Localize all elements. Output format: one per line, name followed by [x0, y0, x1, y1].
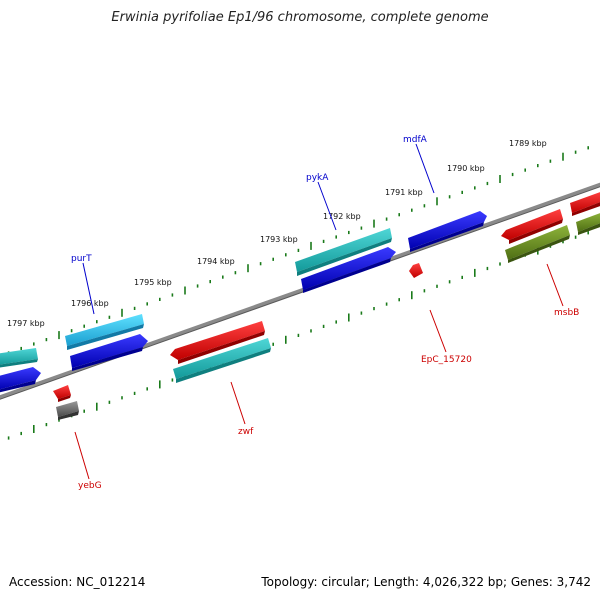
gene-label-mdfA[interactable]: mdfA [403, 135, 428, 145]
ruler-label: 1790 kbp [447, 164, 485, 173]
gene-feature-right-red-outer[interactable] [570, 191, 600, 216]
gene-feature-left-blue-inner[interactable] [0, 367, 41, 393]
gene-label-purT[interactable]: purT [71, 254, 92, 264]
zwf-leader [230, 381, 246, 425]
mdfA-leader [415, 143, 435, 194]
pykA-leader [317, 181, 337, 231]
ruler-label: 1796 kbp [71, 299, 109, 308]
EpC_15720-leader [429, 309, 447, 353]
gene-feature-right-olive-inner[interactable] [576, 212, 600, 235]
ruler-label: 1794 kbp [197, 257, 235, 266]
msbB-leader [546, 263, 564, 307]
map-title: Erwinia pyrifoliae Ep1/96 chromosome, co… [111, 10, 489, 25]
ruler-label: 1789 kbp [509, 139, 547, 148]
upper-tick-track [7, 141, 600, 355]
genome-backbone-shadow [0, 186, 600, 400]
gene-feature-yebG-red[interactable] [53, 385, 71, 402]
topology-text: Topology: circular; Length: 4,026,322 bp… [261, 575, 591, 589]
gene-feature-msbB[interactable] [505, 225, 570, 263]
ruler-label: 1791 kbp [385, 188, 423, 197]
gene-feature-EpC_15720[interactable] [409, 263, 423, 278]
ruler-label: 1795 kbp [134, 278, 172, 287]
gene-label-EpC_15720[interactable]: EpC_15720 [421, 355, 472, 365]
gene-label-zwf[interactable]: zwf [238, 427, 254, 437]
ruler-label: 1797 kbp [7, 319, 45, 328]
gene-label-pykA[interactable]: pykA [306, 173, 329, 183]
ruler-label: 1793 kbp [260, 235, 298, 244]
gene-feature-left-teal-outer[interactable] [0, 348, 38, 368]
gene-feature-pykA[interactable] [295, 228, 392, 276]
ruler-label: 1792 kbp [323, 212, 361, 221]
yebG-leader [74, 431, 90, 480]
gene-label-msbB[interactable]: msbB [554, 308, 579, 318]
gene-feature-blue-near-purT[interactable] [70, 334, 148, 371]
gene-feature-yebG[interactable] [56, 401, 79, 420]
gene-feature-purT[interactable] [65, 314, 144, 350]
gene-feature-msbB-red[interactable] [501, 209, 563, 244]
purT-leader [82, 262, 95, 315]
gene-feature-mdfA[interactable] [408, 211, 487, 252]
gene-feature-zwf[interactable] [173, 338, 271, 383]
accession-text: Accession: NC_012214 [9, 575, 146, 589]
gene-feature-red-near-zwf[interactable] [170, 321, 265, 364]
genome-backbone [0, 182, 600, 400]
gene-label-yebG[interactable]: yebG [78, 481, 102, 491]
gene-feature-blue-near-pykA[interactable] [301, 247, 396, 293]
